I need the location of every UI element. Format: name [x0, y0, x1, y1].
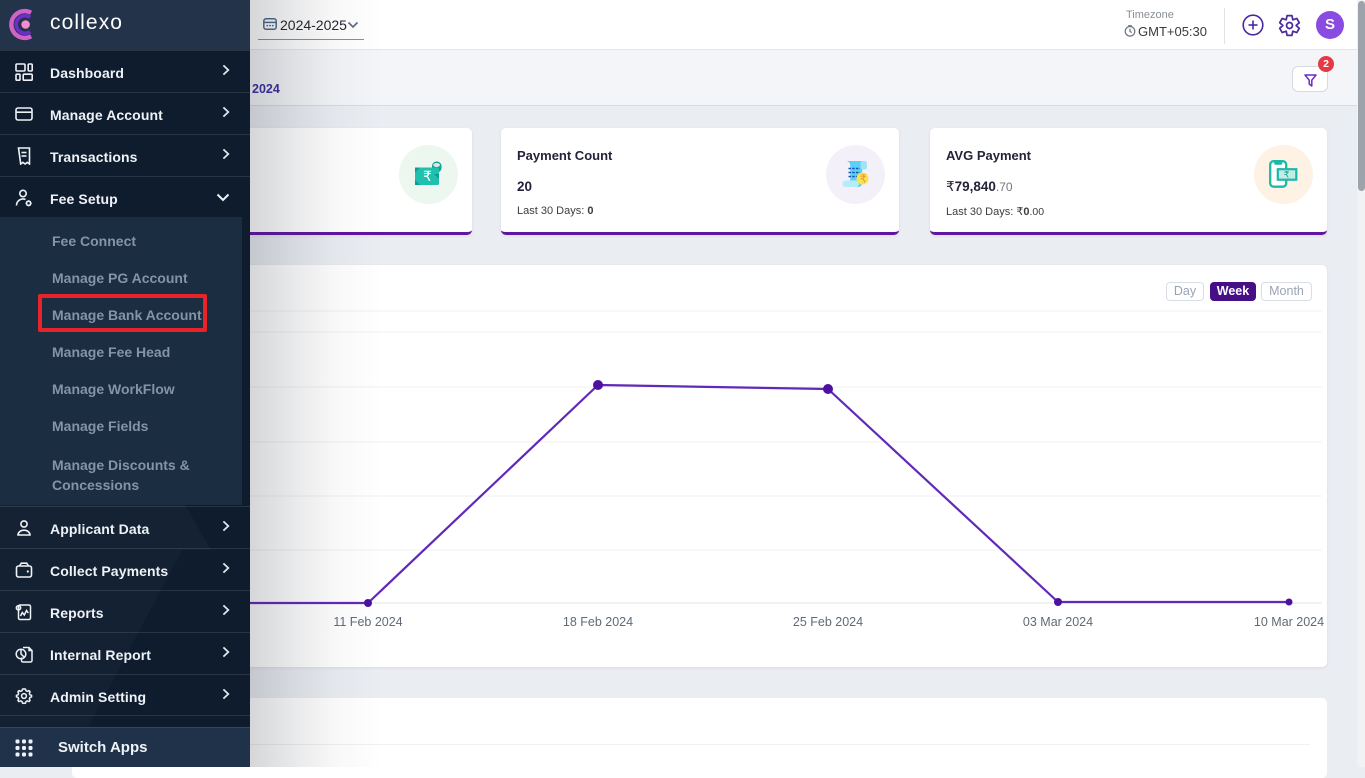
svg-text:₹: ₹	[860, 174, 867, 186]
svg-text:₹: ₹	[1284, 170, 1290, 180]
svg-text:₹: ₹	[423, 168, 432, 184]
